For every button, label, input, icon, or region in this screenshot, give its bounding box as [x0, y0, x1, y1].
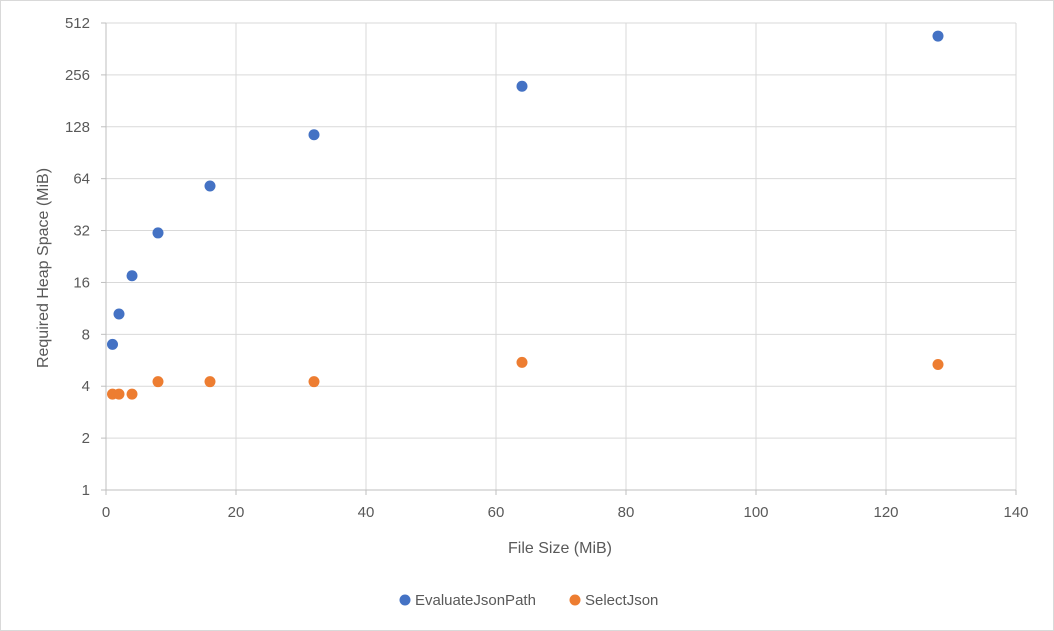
- x-tick-labels: 0 20 40 60 80 100 120 140: [102, 504, 1029, 521]
- data-point-selectjson: [932, 358, 944, 370]
- data-point-evaluatejsonpath: [932, 30, 944, 42]
- x-tick-label: 20: [228, 504, 245, 521]
- x-tick-label: 60: [488, 504, 505, 521]
- legend-marker-evaluatejsonpath: [399, 594, 411, 606]
- y-tick-label: 8: [82, 326, 90, 343]
- x-tick-label: 120: [873, 504, 898, 521]
- data-point-evaluatejsonpath: [113, 308, 125, 320]
- x-tick-label: 140: [1003, 504, 1028, 521]
- grid-lines: [106, 22, 1017, 490]
- data-point-evaluatejsonpath: [204, 180, 216, 192]
- y-tick-label: 512: [65, 15, 90, 32]
- y-axis-title: Required Heap Space (MiB): [35, 168, 52, 368]
- y-tick-labels: 1 2 4 8 16 32 64 128 256 512: [65, 15, 90, 499]
- data-point-evaluatejsonpath: [308, 129, 320, 141]
- data-point-selectjson: [516, 356, 528, 368]
- y-tick-label: 32: [73, 223, 90, 240]
- legend-marker-selectjson: [569, 594, 581, 606]
- data-point-evaluatejsonpath: [152, 227, 164, 239]
- data-point-selectjson: [308, 376, 320, 388]
- y-tick-label: 4: [82, 378, 90, 395]
- y-tick-label: 1: [82, 482, 90, 499]
- data-points: [107, 30, 944, 400]
- legend: EvaluateJsonPath SelectJson: [399, 592, 658, 609]
- data-point-selectjson: [126, 388, 138, 400]
- x-tick-label: 80: [618, 504, 635, 521]
- legend-label-selectjson: SelectJson: [585, 592, 658, 609]
- data-point-evaluatejsonpath: [126, 270, 138, 282]
- x-axis-title: File Size (MiB): [508, 540, 612, 557]
- data-point-evaluatejsonpath: [516, 80, 528, 92]
- data-point-selectjson: [152, 376, 164, 388]
- y-tick-label: 2: [82, 430, 90, 447]
- x-tick-label: 100: [743, 504, 768, 521]
- legend-label-evaluatejsonpath: EvaluateJsonPath: [415, 592, 536, 609]
- y-tick-label: 16: [73, 274, 90, 291]
- x-tick-label: 0: [102, 504, 110, 521]
- y-tick-label: 128: [65, 119, 90, 136]
- data-point-selectjson: [204, 376, 216, 388]
- data-point-evaluatejsonpath: [107, 338, 118, 350]
- y-tick-label: 64: [73, 171, 90, 188]
- data-point-selectjson: [113, 388, 125, 400]
- x-tick-label: 40: [358, 504, 375, 521]
- axes: [101, 22, 1017, 495]
- y-tick-label: 256: [65, 67, 90, 84]
